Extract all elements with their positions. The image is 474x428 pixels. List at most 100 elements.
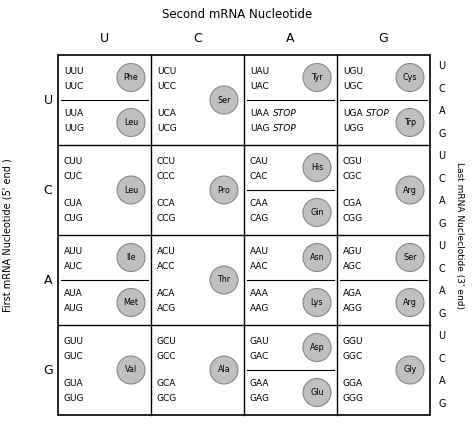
- Text: A: A: [44, 273, 52, 286]
- Text: AUG: AUG: [64, 304, 83, 313]
- Text: AAA: AAA: [250, 289, 269, 298]
- Text: His: His: [311, 163, 323, 172]
- Text: ACA: ACA: [157, 289, 175, 298]
- Text: GCA: GCA: [157, 379, 176, 388]
- Text: UCG: UCG: [157, 124, 177, 133]
- Text: CGU: CGU: [343, 157, 363, 166]
- Text: U: U: [44, 93, 53, 107]
- Text: Ile: Ile: [126, 253, 136, 262]
- Text: AAC: AAC: [250, 262, 269, 271]
- Circle shape: [303, 333, 331, 362]
- Circle shape: [117, 176, 145, 204]
- Text: GCC: GCC: [157, 352, 176, 361]
- Text: A: A: [439, 286, 445, 296]
- Text: GAC: GAC: [250, 352, 269, 361]
- Text: CUU: CUU: [64, 157, 83, 166]
- Text: Trp: Trp: [404, 118, 416, 127]
- Text: CUA: CUA: [64, 199, 83, 208]
- Text: GUC: GUC: [64, 352, 84, 361]
- Text: AUA: AUA: [64, 289, 83, 298]
- Circle shape: [396, 356, 424, 384]
- Text: CCA: CCA: [157, 199, 176, 208]
- Text: UAA: UAA: [250, 109, 269, 118]
- Text: C: C: [438, 264, 446, 274]
- Circle shape: [210, 176, 238, 204]
- Text: C: C: [438, 174, 446, 184]
- Text: UAC: UAC: [250, 82, 269, 91]
- Text: UCC: UCC: [157, 82, 176, 91]
- Text: Glu: Glu: [310, 388, 324, 397]
- Circle shape: [210, 266, 238, 294]
- Text: ACG: ACG: [157, 304, 176, 313]
- Bar: [58, 55, 430, 415]
- Text: GGA: GGA: [343, 379, 363, 388]
- Circle shape: [117, 109, 145, 137]
- Text: CCU: CCU: [157, 157, 176, 166]
- Text: UGA: UGA: [343, 109, 363, 118]
- Text: C: C: [438, 354, 446, 364]
- Text: A: A: [439, 196, 445, 206]
- Text: AGU: AGU: [343, 247, 363, 256]
- Text: Thr: Thr: [218, 276, 230, 285]
- Text: G: G: [438, 309, 446, 319]
- Circle shape: [210, 86, 238, 114]
- Text: Val: Val: [125, 366, 137, 374]
- Text: Asp: Asp: [310, 343, 324, 352]
- Circle shape: [303, 288, 331, 316]
- Text: Ser: Ser: [217, 95, 231, 104]
- Circle shape: [396, 109, 424, 137]
- Circle shape: [117, 63, 145, 92]
- Circle shape: [303, 63, 331, 92]
- Text: UUA: UUA: [64, 109, 83, 118]
- Text: ACU: ACU: [157, 247, 176, 256]
- Text: STOP: STOP: [273, 109, 297, 118]
- Text: UGG: UGG: [343, 124, 364, 133]
- Circle shape: [210, 356, 238, 384]
- Circle shape: [303, 199, 331, 226]
- Text: A: A: [286, 32, 295, 45]
- Text: AUC: AUC: [64, 262, 83, 271]
- Text: AAG: AAG: [250, 304, 269, 313]
- Text: Leu: Leu: [124, 118, 138, 127]
- Circle shape: [303, 378, 331, 407]
- Circle shape: [396, 288, 424, 316]
- Text: G: G: [438, 399, 446, 409]
- Text: Leu: Leu: [124, 185, 138, 194]
- Text: Gin: Gin: [310, 208, 324, 217]
- Circle shape: [303, 244, 331, 271]
- Text: AGC: AGC: [343, 262, 362, 271]
- Text: CGC: CGC: [343, 172, 363, 181]
- Circle shape: [396, 244, 424, 271]
- Text: GUG: GUG: [64, 394, 84, 403]
- Text: GUU: GUU: [64, 337, 84, 346]
- Text: CAU: CAU: [250, 157, 269, 166]
- Text: STOP: STOP: [273, 124, 297, 133]
- Text: G: G: [379, 32, 388, 45]
- Text: Arg: Arg: [403, 185, 417, 194]
- Text: Ala: Ala: [218, 366, 230, 374]
- Text: UAU: UAU: [250, 67, 269, 76]
- Circle shape: [396, 63, 424, 92]
- Text: UCU: UCU: [157, 67, 176, 76]
- Text: CAA: CAA: [250, 199, 269, 208]
- Text: Met: Met: [124, 298, 138, 307]
- Text: Arg: Arg: [403, 298, 417, 307]
- Text: GGC: GGC: [343, 352, 363, 361]
- Text: U: U: [438, 61, 446, 71]
- Text: CAC: CAC: [250, 172, 268, 181]
- Text: Asn: Asn: [310, 253, 324, 262]
- Text: Phe: Phe: [124, 73, 138, 82]
- Text: Pro: Pro: [218, 185, 230, 194]
- Text: GAA: GAA: [250, 379, 270, 388]
- Text: CAG: CAG: [250, 214, 269, 223]
- Text: U: U: [438, 151, 446, 161]
- Circle shape: [396, 176, 424, 204]
- Text: Gly: Gly: [403, 366, 417, 374]
- Text: GUA: GUA: [64, 379, 83, 388]
- Text: Second mRNA Nucleotide: Second mRNA Nucleotide: [162, 8, 312, 21]
- Circle shape: [117, 244, 145, 271]
- Text: UUG: UUG: [64, 124, 84, 133]
- Text: Lys: Lys: [311, 298, 323, 307]
- Text: First mRNA Nucleotide (5' end ): First mRNA Nucleotide (5' end ): [3, 158, 13, 312]
- Circle shape: [117, 288, 145, 316]
